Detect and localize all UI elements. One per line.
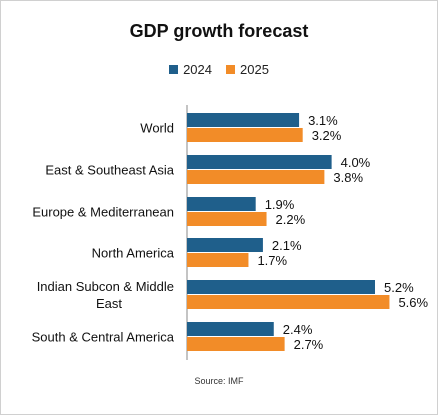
- category-label: North America: [92, 246, 175, 261]
- legend-item-2025: 2025: [226, 62, 269, 77]
- chart-title: GDP growth forecast: [129, 21, 309, 41]
- data-label-2025: 2.7%: [294, 337, 324, 352]
- category-label: East & Southeast Asia: [45, 163, 174, 178]
- bar-2024: [187, 155, 332, 169]
- legend-label-2024: 2024: [183, 62, 212, 77]
- bar-2024: [187, 113, 300, 127]
- data-label-2025: 1.7%: [257, 253, 287, 268]
- data-label-2025: 2.2%: [276, 212, 306, 227]
- category-label-line: Indian Subcon & Middle: [37, 279, 174, 294]
- data-label-2024: 3.1%: [308, 113, 338, 128]
- bar-2025: [187, 170, 325, 184]
- data-label-2024: 2.4%: [283, 322, 313, 337]
- legend-label-2025: 2025: [240, 62, 269, 77]
- bar-2024: [187, 197, 256, 211]
- data-label-2024: 4.0%: [341, 155, 371, 170]
- category-label: South & Central America: [32, 330, 175, 345]
- data-label-2025: 3.2%: [312, 128, 342, 143]
- bar-2025: [187, 295, 390, 309]
- chart-legend: 2024 2025: [1, 62, 437, 77]
- legend-swatch-2025: [226, 65, 235, 74]
- data-label-2025: 3.8%: [333, 170, 363, 185]
- bar-2024: [187, 322, 274, 336]
- legend-swatch-2024: [169, 65, 179, 74]
- bar-2025: [187, 337, 285, 351]
- bar-2025: [187, 128, 303, 142]
- bar-2024: [187, 280, 375, 294]
- bar-2025: [187, 212, 267, 226]
- category-label: World: [140, 121, 174, 136]
- data-label-2024: 2.1%: [272, 238, 302, 253]
- category-label-line: East: [96, 296, 122, 311]
- category-label: Europe & Mediterranean: [32, 205, 174, 220]
- chart-source: Source: IMF: [194, 376, 244, 386]
- category-label: Indian Subcon & Middle East: [37, 279, 174, 311]
- legend-item-2024: 2024: [169, 62, 212, 77]
- bar-2024: [187, 238, 263, 252]
- data-label-2025: 5.6%: [398, 295, 428, 310]
- data-label-2024: 1.9%: [265, 197, 295, 212]
- bar-2025: [187, 253, 249, 267]
- data-label-2024: 5.2%: [384, 280, 414, 295]
